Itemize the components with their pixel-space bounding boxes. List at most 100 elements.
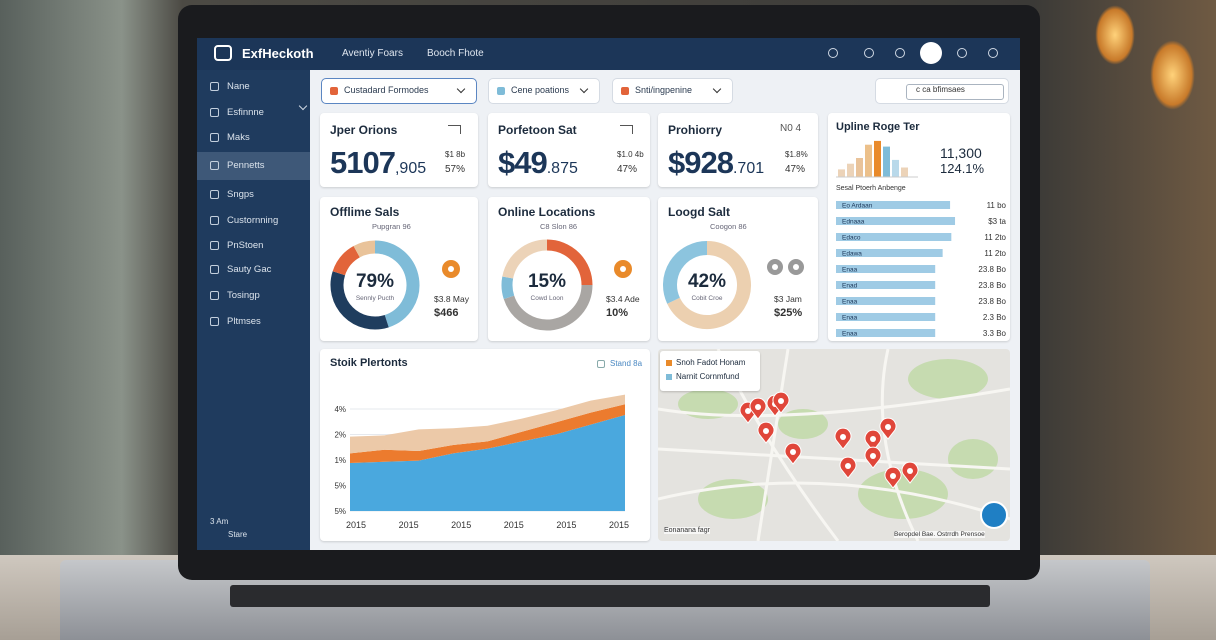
map-legend-item: Narnit Cornmfund [676, 372, 740, 381]
toolbar-icon[interactable] [828, 48, 838, 58]
sidebar-item[interactable]: Pennetts [227, 160, 265, 171]
donut-side: $3 Jam [774, 294, 802, 304]
ranking-subtitle: Sesal Ptoerh Anbenge [836, 185, 906, 192]
map-pin-dot [890, 473, 896, 479]
map-pin-dot [870, 436, 876, 442]
dropdown-label: Cene poations [511, 85, 570, 95]
y-tick-label: 5% [334, 507, 346, 516]
donut-side: 10% [606, 307, 629, 319]
ranking-label: Enad [842, 283, 858, 290]
mini-bar [847, 163, 854, 177]
sidebar-item[interactable]: Nane [227, 81, 250, 92]
search-box[interactable]: c ca bfimsaes [875, 78, 1009, 104]
donut-segment [501, 276, 515, 300]
donut-caption: Cowd Loon [531, 295, 564, 302]
map-park [908, 359, 988, 399]
ranking-amount: 23.8 Bo [978, 265, 1006, 274]
sidebar-item[interactable]: Esfinnne [227, 107, 264, 118]
map-park [678, 389, 738, 419]
legend-icon [597, 360, 605, 368]
toolbar-icon[interactable] [957, 48, 967, 58]
ranking-amount: 23.8 Bo [978, 281, 1006, 290]
map-pin-dot [870, 453, 876, 459]
y-tick-label: 2% [334, 431, 346, 440]
kpi-delta: $1.8% [785, 150, 808, 159]
area-card: Stoik Plertonts Stand 8a 4% 2% 1% 5% 5% 2015 201… [320, 349, 650, 541]
sidebar-icon [210, 291, 219, 300]
ranking-amount: 2.3 Bo [983, 313, 1007, 322]
sidebar-item[interactable]: Sngps [227, 189, 254, 200]
nav-link[interactable]: Booch Fhote [427, 48, 484, 59]
toolbar-icon[interactable] [864, 48, 874, 58]
kpi-title: Porfetoon Sat [498, 123, 577, 137]
sidebar-item[interactable]: Sauty Gac [227, 264, 272, 275]
ranking-label: Enaa [842, 315, 858, 322]
donut: 15% Cowd Loon [501, 239, 632, 331]
pin-dot [772, 264, 778, 270]
sidebar-footer: Stare [228, 530, 248, 539]
sidebar-item[interactable]: Pltmses [227, 316, 261, 327]
mini-bar [892, 159, 899, 177]
x-tick-label: 2015 [609, 520, 629, 530]
map-attribution: Eonanana fagr [664, 527, 710, 534]
donut-side: $25% [774, 307, 803, 319]
kpi-card: Jper Orions 5107,905 $1 8b 57% [320, 113, 478, 187]
map-road [756, 349, 790, 541]
kpi-icon [448, 125, 461, 134]
ranking-label: Enaa [842, 299, 858, 306]
kpi-percent: 57% [445, 164, 466, 175]
kpi-title: Prohiorry [668, 123, 723, 137]
sidebar-item[interactable]: Custornning [227, 215, 279, 226]
ranking-label: Eo Ardaan [842, 203, 873, 210]
ranking-bar [836, 217, 956, 225]
donut: 79% Sennly Pucth [330, 240, 460, 330]
map-pin-dot [778, 398, 784, 404]
map: Snoh Fadot Honam Narnit Cornmfund Eonanana… [658, 349, 1010, 541]
sidebar-icon [210, 190, 219, 199]
donut-card: Loogd Salt Coogon 86 42% Cobit Croe $3 Jam $2… [658, 197, 818, 341]
ranking-bar [836, 249, 943, 257]
dropdown[interactable]: Cene poations [488, 78, 600, 104]
map-fab[interactable] [980, 501, 1008, 529]
mini-bar [874, 140, 881, 177]
kpi-percent: 47% [617, 164, 638, 175]
sidebar-icon [210, 108, 219, 117]
dropdown[interactable]: Snti/ingpenine [612, 78, 733, 104]
kpi-value-main: 5107 [330, 145, 396, 180]
map-road [658, 447, 1010, 471]
ranking-label: Ednaaa [842, 219, 865, 226]
dropdown[interactable]: Custadard Formodes [321, 78, 477, 104]
sidebar-item[interactable]: PnStoen [227, 240, 264, 251]
dropdown-icon [330, 87, 338, 95]
map-park [948, 439, 998, 479]
map-road [880, 349, 920, 541]
top-bar [197, 38, 1020, 70]
dropdown-chevron [712, 84, 722, 94]
donut-caption: Cobit Croe [691, 295, 722, 302]
kpi-value: $49.875 [498, 145, 578, 181]
sidebar-item[interactable]: Tosingp [227, 290, 260, 301]
kpi-value: 5107,905 [330, 145, 426, 181]
brand: ExfHeckoth [242, 46, 314, 61]
toolbar-icon[interactable] [988, 48, 998, 58]
mini-bar [865, 144, 872, 177]
donut-card: Online Locations C8 Slon 86 15% Cowd Loon $3… [488, 197, 650, 341]
map-park [858, 469, 948, 519]
sidebar-item[interactable]: Maks [227, 132, 250, 143]
donut-subtitle: Pupgran 96 [372, 222, 411, 231]
kpi-percent: 47% [785, 164, 806, 175]
sidebar-active [197, 152, 310, 180]
map-road [658, 481, 1010, 521]
sidebar-footer: 3 Am [210, 517, 229, 526]
nav-link[interactable]: Aventiy Foars [342, 48, 403, 59]
ranking-card: Upline Roge Ter 11,300 124.1% Eo Ardaan 11 b… [828, 113, 1010, 341]
sidebar [197, 70, 310, 550]
donut-segment [374, 240, 420, 328]
search-button[interactable] [920, 42, 942, 64]
mini-bar [838, 169, 845, 177]
kpi-card: Porfetoon Sat $49.875 $1.0 4b 47% [488, 113, 650, 187]
y-tick-label: 5% [334, 482, 346, 491]
toolbar-icon[interactable] [895, 48, 905, 58]
donut-caption: Sennly Pucth [356, 295, 395, 302]
legend-swatch [666, 374, 672, 380]
